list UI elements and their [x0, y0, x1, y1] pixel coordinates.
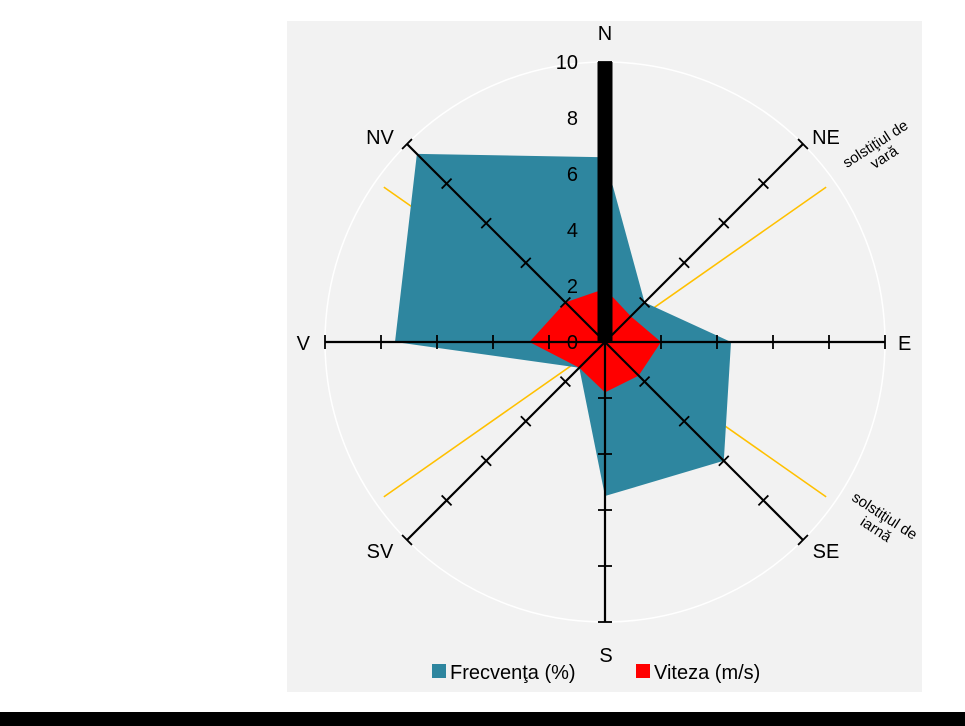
legend: Frecvenţa (%) Viteza (m/s) [432, 662, 760, 684]
axis-tick [639, 376, 651, 388]
axis-tick [678, 257, 690, 269]
axis-tick [401, 138, 413, 150]
axis-tick [520, 257, 532, 269]
axis-tick [559, 296, 571, 308]
axis-tick [441, 494, 453, 506]
radial-tick-label: 2 [567, 276, 578, 298]
radial-tick-label: 0 [567, 332, 578, 354]
direction-label-SE: SE [813, 541, 840, 563]
axis-tick [718, 455, 730, 467]
axis-tick [441, 178, 453, 190]
axis-tick [401, 534, 413, 546]
axis-tick [480, 455, 492, 467]
axis-tick [757, 494, 769, 506]
north-frequency-bar [597, 62, 613, 342]
axis-NE [604, 143, 804, 343]
bottom-bar [0, 712, 965, 726]
legend-label-1: Frecvenţa (%) [450, 662, 576, 684]
north-bar-layer [597, 62, 613, 342]
radial-tick-label: 4 [567, 220, 578, 242]
axis-tick [639, 296, 651, 308]
legend-label-2: Viteza (m/s) [654, 662, 760, 684]
axis-tick [520, 415, 532, 427]
series-layer [395, 153, 731, 496]
axis-tick [559, 376, 571, 388]
direction-label-E: E [898, 333, 911, 355]
axis-SV [406, 341, 606, 541]
axis-tick [480, 217, 492, 229]
axis-tick [678, 415, 690, 427]
direction-label-S: S [599, 645, 612, 667]
axis-tick [797, 138, 809, 150]
direction-label-SV: SV [367, 541, 394, 563]
legend-swatch-1 [432, 664, 446, 678]
radial-tick-label: 8 [567, 108, 578, 130]
direction-label-NE: NE [812, 127, 840, 149]
axis-NV [406, 143, 606, 343]
direction-label-NV: NV [366, 127, 394, 149]
radial-tick-label: 10 [556, 52, 578, 74]
axis-tick [718, 217, 730, 229]
radial-tick-label: 6 [567, 164, 578, 186]
axis-tick [757, 178, 769, 190]
direction-label-V: V [297, 333, 311, 355]
axis-SE [604, 341, 804, 541]
axis-tick [797, 534, 809, 546]
legend-swatch-2 [636, 664, 650, 678]
direction-label-N: N [598, 23, 612, 45]
